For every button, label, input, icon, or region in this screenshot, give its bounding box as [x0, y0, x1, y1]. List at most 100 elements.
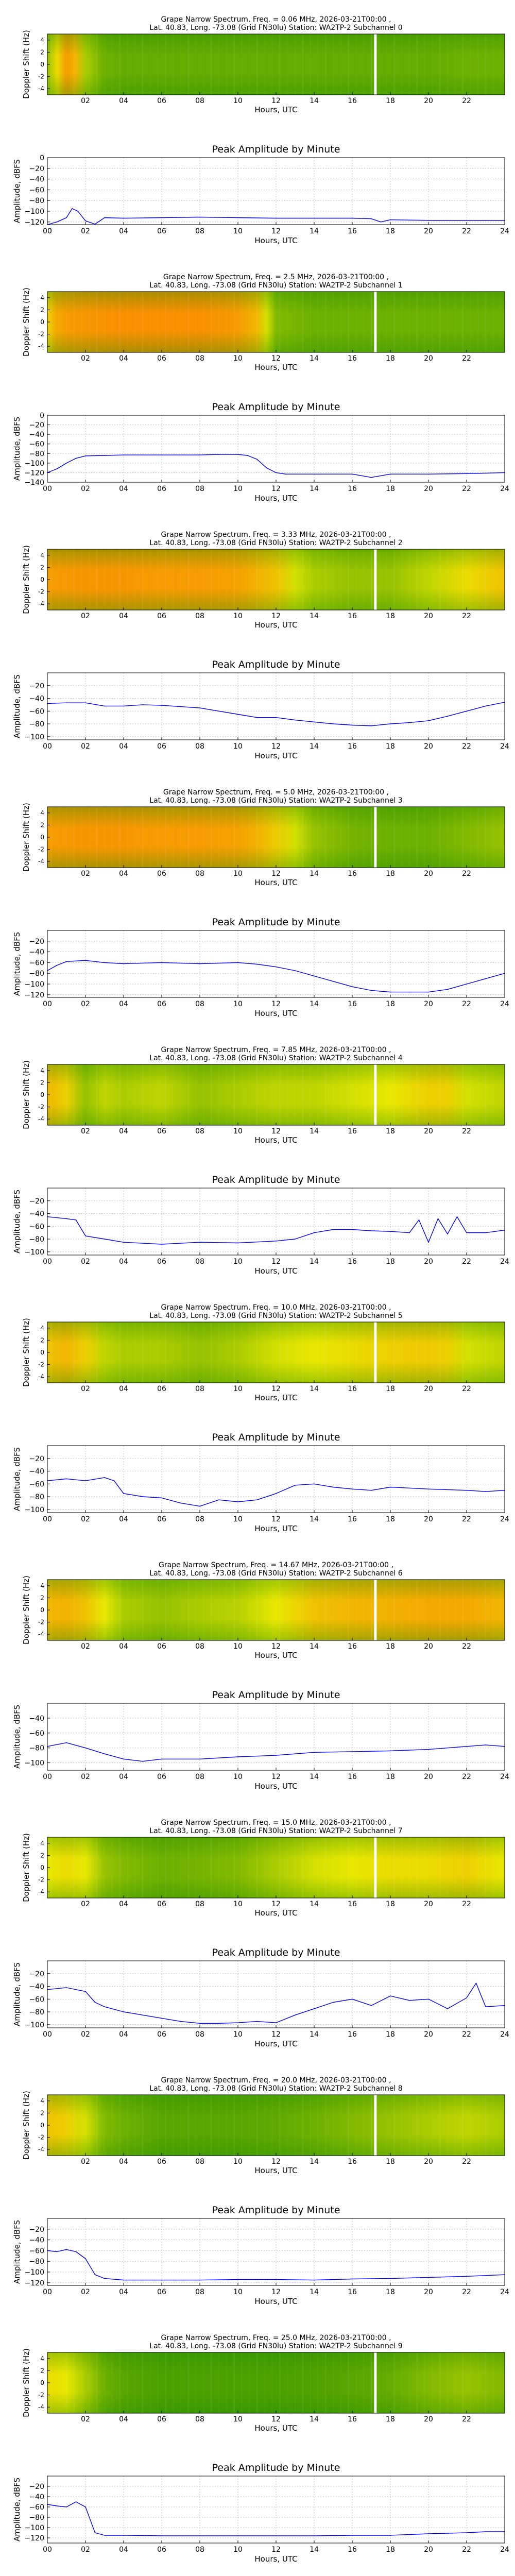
x-tick-label: 24: [500, 1258, 509, 1266]
amplitude-point: [314, 975, 315, 977]
x-tick-label: 00: [43, 485, 52, 493]
x-tick-label: 20: [424, 870, 433, 878]
y-tick-label: 0: [40, 1091, 44, 1098]
x-tick-label: 14: [310, 2030, 319, 2039]
x-tick-label: 00: [43, 2030, 52, 2039]
amplitude-point: [161, 2535, 162, 2536]
y-tick-label: 4: [40, 37, 44, 44]
amplitude-point: [180, 1502, 181, 1504]
amplitude-point: [276, 217, 277, 219]
x-tick-label: 06: [157, 1000, 166, 1008]
amplitude-point: [485, 1491, 486, 1492]
y-axis-label: Amplitude, dBFS: [12, 1190, 22, 1253]
x-tick-label: 04: [119, 1127, 128, 1136]
x-axis-label: Hours, UTC: [254, 1908, 297, 1918]
x-tick-label: 02: [81, 1000, 90, 1008]
x-axis-label: Hours, UTC: [254, 2039, 297, 2048]
amplitude-point: [447, 2008, 448, 2009]
y-tick-label: −60: [29, 1480, 44, 1488]
y-tick-label: −80: [29, 2258, 44, 2266]
amplitude-point: [390, 1750, 391, 1752]
y-tick-label: 4: [40, 1582, 44, 1589]
x-tick-label: 02: [81, 2546, 90, 2554]
x-axis-label: Hours, UTC: [254, 236, 297, 245]
data-gap-marker: [374, 1837, 377, 1898]
amplitude-point: [333, 981, 334, 982]
x-tick-label: 16: [348, 97, 357, 105]
spectrum-shading: [47, 34, 505, 95]
spectrum-shading: [47, 1322, 505, 1383]
y-tick-label: 2: [40, 1079, 44, 1086]
x-tick-label: 08: [195, 485, 204, 493]
x-tick-label: 18: [386, 870, 395, 878]
x-tick-label: 08: [195, 1000, 204, 1008]
x-tick-label: 12: [271, 2288, 281, 2296]
x-tick-label: 14: [310, 1385, 319, 1393]
spectrum-shading: [47, 549, 505, 610]
x-tick-label: 04: [119, 354, 128, 363]
y-tick-label: −100: [25, 1248, 44, 1257]
y-tick-label: -4: [38, 1888, 44, 1895]
amplitude-point: [56, 222, 58, 223]
y-tick-label: −40: [29, 1210, 44, 1218]
x-tick-label: 12: [271, 1000, 281, 1008]
x-tick-label: 14: [310, 485, 319, 493]
spectrum-chart-1: Grape Narrow Spectrum, Freq. = 2.5 MHz, …: [22, 273, 505, 372]
data-gap-marker: [374, 1322, 377, 1383]
amplitude-title: Peak Amplitude by Minute: [212, 2205, 340, 2216]
x-tick-label: 22: [462, 2030, 471, 2039]
x-tick-label: 22: [462, 2158, 471, 2166]
y-tick-label: −40: [29, 695, 44, 703]
x-tick-label: 06: [157, 612, 166, 620]
x-tick-label: 02: [81, 870, 90, 878]
x-tick-label: 12: [271, 1258, 281, 1266]
spectrum-title: Grape Narrow Spectrum, Freq. = 10.0 MHz,…: [161, 1303, 391, 1312]
x-tick-label: 12: [271, 2415, 281, 2424]
spectrum-shading: [47, 1064, 505, 1125]
x-tick-label: 10: [233, 1127, 243, 1136]
x-axis-label: Hours, UTC: [254, 1266, 297, 1276]
plot-frame: [47, 1188, 505, 1256]
amplitude-point: [237, 1501, 238, 1502]
amplitude-point: [371, 725, 372, 726]
amplitude-point: [161, 962, 162, 963]
spectrum-chart-7: Grape Narrow Spectrum, Freq. = 15.0 MHz,…: [22, 1819, 505, 1918]
y-axis-label: Doppler Shift (Hz): [22, 1575, 31, 1645]
x-axis-label: Hours, UTC: [254, 2297, 297, 2306]
spectrum-subtitle: Lat. 40.83, Long. -73.08 (Grid FN30lu) S…: [149, 539, 402, 547]
x-tick-label: 18: [386, 97, 395, 105]
amplitude-point: [85, 220, 86, 222]
amplitude-point: [104, 705, 105, 707]
amplitude-point: [409, 991, 410, 993]
x-tick-label: 22: [462, 1900, 471, 1908]
data-gap-marker: [374, 34, 377, 95]
amplitude-point: [142, 704, 143, 705]
amplitude-point: [237, 1756, 238, 1757]
x-axis-label: Hours, UTC: [254, 751, 297, 760]
spectrum-shading: [47, 292, 505, 352]
amplitude-point: [314, 1483, 315, 1485]
x-tick-label: 22: [462, 227, 471, 235]
x-tick-label: 02: [81, 742, 90, 751]
y-tick-label: −100: [25, 2524, 44, 2532]
y-tick-label: −100: [25, 1506, 44, 1514]
amplitude-point: [390, 1486, 391, 1488]
y-tick-label: −80: [29, 2514, 44, 2522]
amplitude-point: [314, 721, 315, 723]
y-tick-label: −20: [29, 2483, 44, 2491]
amplitude-point: [390, 723, 391, 724]
amplitude-point: [466, 1489, 467, 1491]
x-tick-label: 20: [424, 1258, 433, 1266]
amplitude-point: [466, 219, 467, 221]
amplitude-point: [218, 710, 219, 712]
y-tick-label: −80: [29, 450, 44, 458]
spectrum-title: Grape Narrow Spectrum, Freq. = 25.0 MHz,…: [161, 2334, 391, 2342]
amplitude-point: [180, 706, 181, 707]
spectrum-shading: [47, 2352, 505, 2413]
x-tick-label: 00: [43, 2546, 52, 2554]
amplitude-point: [56, 468, 58, 469]
amplitude-title: Peak Amplitude by Minute: [212, 401, 340, 413]
amplitude-chart-1: Peak Amplitude by Minute 0−20−40−60−80 −10…: [12, 401, 509, 503]
x-tick-label: 10: [233, 1515, 243, 1523]
amplitude-title: Peak Amplitude by Minute: [212, 144, 340, 155]
